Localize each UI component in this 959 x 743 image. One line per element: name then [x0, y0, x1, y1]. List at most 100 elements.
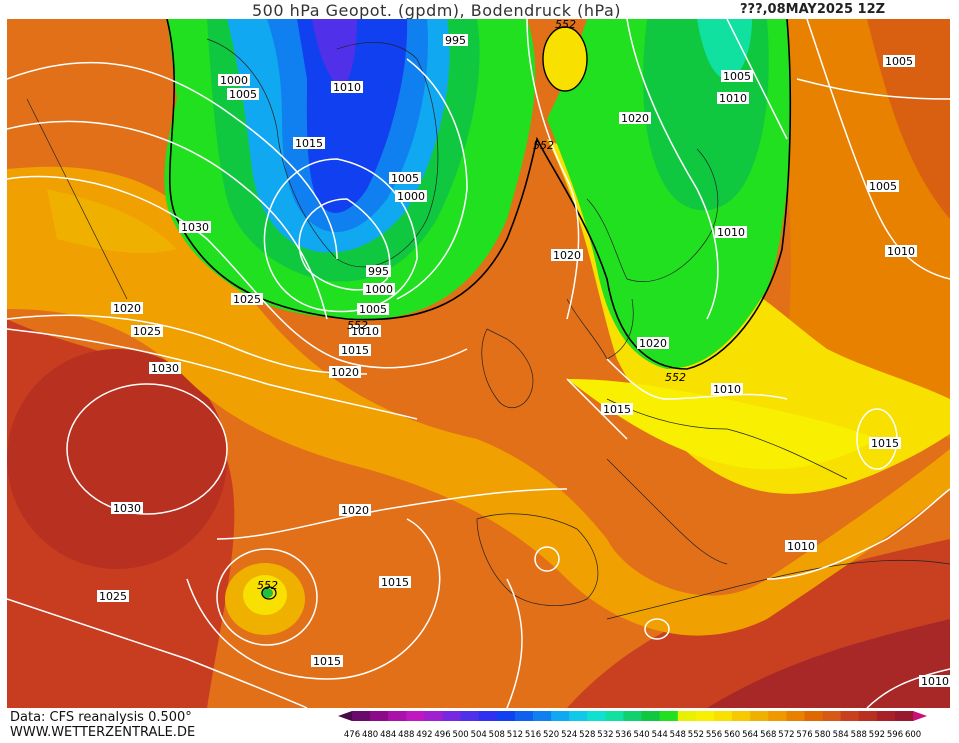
isobar-label-p1025-w: 1025 [131, 325, 163, 338]
scale-tick-label: 600 [905, 730, 921, 739]
isobar-label-p1000-nw: 1000 [218, 74, 250, 87]
scale-tick-label: 520 [543, 730, 559, 739]
labrador-band [47, 189, 177, 254]
isobar-label-text: 1005 [723, 70, 751, 83]
isobar-label-text: 1005 [885, 55, 913, 68]
isobar-label-text: 1000 [397, 190, 425, 203]
azores-high-centre [7, 349, 227, 569]
geopot-label-g552-iceland: 552 [555, 19, 576, 31]
map-title-bar: 500 hPa Geopot. (gpdm), Bodendruck (hPa)… [0, 0, 959, 20]
footer: Data: CFS reanalysis 0.500° WWW.WETTERZE… [10, 710, 195, 740]
scale-tick-label: 512 [507, 730, 523, 739]
scale-tick-label: 576 [796, 730, 812, 739]
geopotential-552-azores [261, 586, 277, 600]
scale-tick-label: 560 [724, 730, 740, 739]
isobar-label-p1010-east: 1010 [885, 245, 917, 258]
scale-tick-label: 580 [814, 730, 830, 739]
isobar-label-p1030-azh: 1030 [149, 362, 181, 375]
isobar-label-text: 1025 [99, 590, 127, 603]
geopot-label-g552-norway: 552 [533, 139, 554, 152]
isobar-label-p1005-low-s: 1005 [357, 303, 389, 316]
isobar-label-p1005-russia: 1005 [867, 180, 899, 193]
africa-hot-field [707, 619, 950, 708]
scale-swatch [895, 711, 914, 721]
isobar-label-box [218, 74, 250, 86]
geopotential-552-iceland [542, 26, 588, 92]
isobar-label-box [885, 245, 917, 257]
isobar-label-p995-n: 995 [443, 34, 468, 47]
iceland-ridge [543, 27, 587, 91]
scale-swatch [804, 711, 824, 721]
scale-swatch [569, 711, 588, 721]
isobar-label-text: 1020 [331, 366, 359, 379]
scale-swatch [388, 711, 407, 721]
isobar-label-text: 1010 [351, 325, 379, 338]
isobar-label-box [111, 502, 143, 514]
isobar-label-box [721, 70, 753, 82]
isobar-label-p1015-sw: 1015 [311, 655, 343, 668]
isobar-label-box [339, 504, 371, 516]
isobar-label-text: 1015 [603, 403, 631, 416]
isobar-label-p995-low: 995 [366, 265, 391, 278]
scale-tick-label: 476 [344, 730, 360, 739]
isobar-label-p1010-low-s: 1010 [349, 325, 381, 338]
isobar-labels: 1000 1005 1010 995 1005 1005 1010 1020 1015 1005 1… [97, 19, 950, 688]
isobar-label-p1005-low: 1005 [389, 172, 421, 185]
isobar-label-text: 1000 [365, 283, 393, 296]
scale-tick-label: 492 [416, 730, 432, 739]
isobar-label-text: 1015 [381, 576, 409, 589]
isobar-label-text: 1030 [151, 362, 179, 375]
scale-tick-label: 480 [362, 730, 378, 739]
scale-swatch [786, 711, 805, 721]
isobar-label-box [717, 92, 749, 104]
data-source: Data: CFS reanalysis 0.500° [10, 710, 192, 725]
scale-swatch [442, 711, 462, 721]
scale-tick-label: 544 [652, 730, 668, 739]
isobar-label-text: 1010 [713, 383, 741, 396]
isobar-label-box [869, 437, 901, 449]
isobar-label-text: 1020 [113, 302, 141, 315]
scale-swatch [587, 711, 606, 721]
scale-swatch [496, 711, 516, 721]
isobar-label-box [619, 112, 651, 124]
trough-centre [312, 19, 357, 89]
scale-tick-label: 564 [742, 730, 758, 739]
isobar-label-text: 1005 [391, 172, 419, 185]
isobar-label-box [97, 590, 129, 602]
isobar-label-box [293, 137, 325, 149]
russia-hot-field [867, 19, 950, 219]
isobar-label-text: 995 [368, 265, 389, 278]
scale-swatch [822, 711, 842, 721]
scale-swatch [623, 711, 643, 721]
scale-tick-label: 592 [869, 730, 885, 739]
scale-tick-label: 552 [688, 730, 704, 739]
isobar-label-box [311, 655, 343, 667]
scale-tick-label: 540 [633, 730, 649, 739]
scale-swatch [876, 711, 896, 721]
isobar-label-text: 1020 [553, 249, 581, 262]
website: WWW.WETTERZENTRALE.DE [10, 725, 196, 740]
scale-swatch [514, 711, 534, 721]
isobar-label-text: 1015 [295, 137, 323, 150]
isobar-label-text: 1030 [113, 502, 141, 515]
scale-tick-label: 488 [398, 730, 414, 739]
color-scale-svg: 476 480 484 488 492 496 500 504 508 512 516 520 524 5… [338, 711, 928, 740]
isobar-label-box [331, 81, 363, 93]
isobar-label-box [111, 302, 143, 314]
isobar-label-p1020-norway: 1020 [551, 249, 583, 262]
scale-tick-label: 596 [887, 730, 903, 739]
map-canvas: 1000 1005 1010 995 1005 1005 1010 1020 1015 1005 1… [7, 19, 950, 708]
isobar-label-box [339, 344, 371, 356]
scale-swatch [551, 711, 570, 721]
geopot-label-g552-greenland-s: 552 [347, 319, 368, 332]
isobar-label-box [785, 540, 817, 552]
isobar-label-box [357, 303, 389, 315]
isobar-label-text: 1025 [133, 325, 161, 338]
scale-swatch [406, 711, 425, 721]
coastlines [26, 38, 950, 620]
isobar-label-box [867, 180, 899, 192]
scale-swatch [659, 711, 679, 721]
scale-swatch [424, 711, 443, 721]
geopot-label-g552-azores: 552 [257, 579, 278, 592]
isobar-label-text: 1010 [717, 226, 745, 239]
